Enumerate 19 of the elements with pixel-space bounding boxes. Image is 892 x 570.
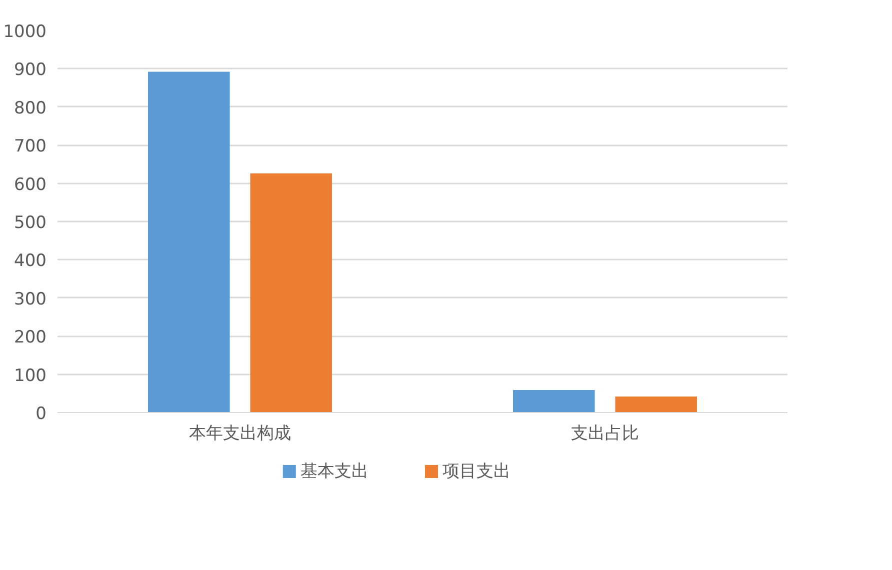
legend-label: 基本支出 — [300, 462, 369, 482]
y-tick-label: 700 — [14, 136, 47, 157]
y-tick-label: 200 — [14, 328, 47, 348]
y-tick-label: 600 — [14, 174, 47, 195]
x-tick-label: 支出占比 — [571, 424, 639, 444]
bar — [615, 396, 697, 412]
x-tick-label: 本年支出构成 — [189, 424, 291, 444]
y-tick-label: 500 — [14, 213, 47, 233]
legend-label: 项目支出 — [442, 462, 511, 482]
bar — [250, 173, 332, 412]
y-tick-label: 800 — [14, 98, 47, 118]
bar — [513, 390, 595, 412]
y-tick-label: 100 — [14, 366, 47, 386]
y-tick-label: 1000 — [3, 22, 46, 42]
y-tick-label: 900 — [14, 60, 47, 80]
bar — [148, 72, 230, 412]
y-tick-label: 400 — [14, 251, 47, 272]
y-tick-label: 300 — [14, 289, 47, 310]
y-tick-label: 0 — [36, 404, 47, 424]
